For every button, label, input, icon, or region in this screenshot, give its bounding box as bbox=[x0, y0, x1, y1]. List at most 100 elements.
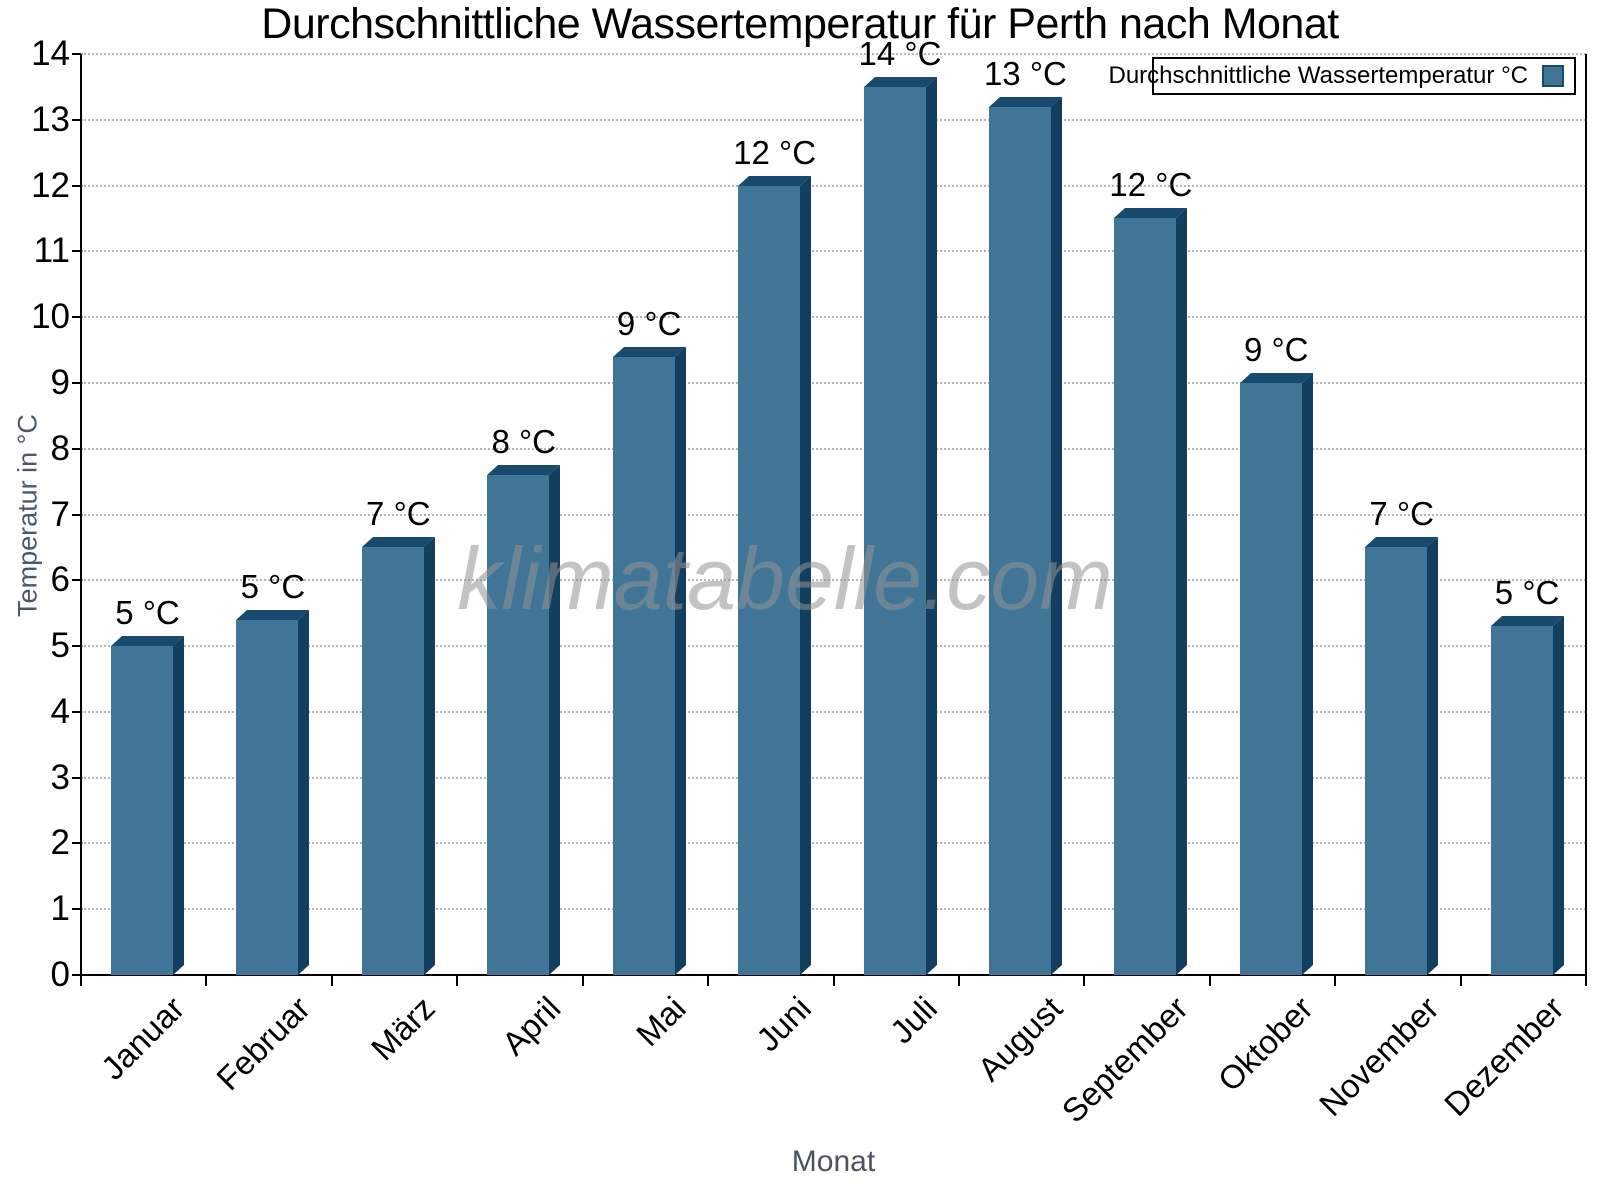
x-axis-tick bbox=[1208, 975, 1211, 986]
legend: Durchschnittliche Wassertemperatur °C bbox=[1108, 57, 1576, 95]
y-axis-tick bbox=[72, 53, 81, 55]
y-tick-label: 4 bbox=[50, 691, 70, 731]
x-tick-label: September bbox=[1054, 989, 1195, 1130]
y-tick-label: 1 bbox=[50, 889, 70, 929]
y-axis-tick bbox=[72, 579, 81, 582]
x-axis-tick bbox=[581, 975, 584, 986]
y-axis-tick bbox=[72, 513, 81, 516]
x-tick-label: Oktober bbox=[1210, 989, 1320, 1099]
x-axis-tick bbox=[330, 975, 333, 986]
bar-side-face bbox=[800, 175, 812, 975]
x-tick-label: Mai bbox=[629, 989, 693, 1054]
y-grid-line bbox=[81, 118, 1586, 121]
x-tick-label: Dezember bbox=[1436, 989, 1571, 1124]
y-grid-line bbox=[81, 842, 1586, 845]
y-grid-line bbox=[81, 447, 1586, 450]
bar-top-face bbox=[612, 346, 686, 357]
x-tick-label: Februar bbox=[208, 989, 317, 1098]
legend-label: Durchschnittliche Wassertemperatur °C bbox=[1108, 62, 1528, 89]
bar-value-label: 8 °C bbox=[491, 423, 557, 461]
y-tick-label: 5 bbox=[50, 626, 70, 666]
bar bbox=[361, 547, 424, 975]
y-axis-tick bbox=[72, 184, 81, 187]
y-axis-tick bbox=[72, 776, 81, 779]
y-grid-line bbox=[81, 381, 1586, 384]
bar bbox=[1365, 547, 1428, 975]
bar-value-label: 13 °C bbox=[983, 54, 1067, 92]
y-axis-tick bbox=[72, 447, 81, 450]
bar-value-label: 5 °C bbox=[240, 567, 306, 605]
bar-value-label: 5 °C bbox=[1494, 574, 1560, 612]
y-grid-line bbox=[81, 776, 1586, 779]
y-grid-line bbox=[81, 710, 1586, 713]
bar-value-label: 7 °C bbox=[366, 495, 431, 533]
bar bbox=[612, 356, 675, 975]
x-tick-label: Juli bbox=[882, 989, 944, 1051]
y-tick-label: 6 bbox=[50, 560, 70, 600]
y-tick-label: 12 bbox=[31, 165, 70, 205]
y-grid-line bbox=[81, 53, 1586, 55]
bar-side-face bbox=[549, 465, 561, 975]
bar-value-label: 12 °C bbox=[1109, 166, 1193, 204]
bar-side-face bbox=[1176, 208, 1188, 975]
y-grid-line bbox=[81, 250, 1586, 253]
y-tick-label: 2 bbox=[50, 823, 70, 863]
bar-side-face bbox=[1301, 372, 1313, 975]
y-tick-label: 8 bbox=[50, 428, 70, 468]
bar-side-face bbox=[1552, 616, 1564, 975]
y-axis-tick bbox=[72, 381, 81, 384]
bar-top-face bbox=[988, 96, 1062, 107]
x-tick-label: April bbox=[494, 989, 568, 1063]
bar-side-face bbox=[298, 609, 310, 975]
bar-side-face bbox=[173, 636, 184, 975]
bar-value-label: 7 °C bbox=[1369, 495, 1434, 533]
x-tick-label: November bbox=[1311, 989, 1446, 1124]
bar-side-face bbox=[423, 537, 435, 975]
x-axis-title: Monat bbox=[791, 1145, 876, 1178]
chart-title: Durchschnittliche Wassertemperatur für P… bbox=[261, 0, 1339, 48]
x-tick-label: März bbox=[363, 989, 443, 1068]
legend-swatch-icon bbox=[1542, 65, 1564, 87]
x-axis-tick bbox=[456, 975, 459, 986]
x-axis-tick bbox=[957, 975, 960, 986]
bar bbox=[988, 106, 1051, 975]
bar bbox=[487, 475, 550, 975]
y-tick-label: 0 bbox=[50, 955, 70, 994]
y-grid-line bbox=[81, 645, 1586, 648]
x-axis-tick bbox=[832, 975, 835, 986]
y-grid-line bbox=[81, 513, 1586, 516]
y-axis-tick bbox=[72, 842, 81, 845]
bar-side-face bbox=[1050, 96, 1062, 975]
bar-value-label: 5 °C bbox=[115, 594, 180, 632]
y-grid-line bbox=[81, 908, 1586, 911]
y-axis-tick bbox=[72, 250, 81, 253]
x-axis-line bbox=[80, 974, 1587, 976]
x-tick-label: August bbox=[970, 989, 1070, 1089]
bar bbox=[1239, 382, 1302, 975]
y-tick-label: 14 bbox=[31, 34, 70, 73]
y-axis-tick bbox=[72, 710, 81, 713]
y-axis-tick bbox=[72, 974, 81, 976]
x-tick-label: Januar bbox=[93, 989, 192, 1087]
x-tick-label: Juni bbox=[749, 989, 819, 1059]
bar-value-label: 9 °C bbox=[616, 304, 682, 342]
y-axis-tick bbox=[72, 316, 81, 319]
y-grid-line bbox=[81, 579, 1586, 582]
bar bbox=[738, 185, 801, 975]
y-tick-label: 9 bbox=[50, 362, 70, 402]
bar bbox=[1490, 626, 1553, 975]
y-tick-label: 3 bbox=[50, 757, 70, 797]
x-axis-tick bbox=[205, 975, 208, 986]
x-axis-tick bbox=[1083, 975, 1086, 986]
x-axis-tick bbox=[1459, 975, 1462, 986]
bar-side-face bbox=[674, 346, 686, 975]
x-axis-tick bbox=[707, 975, 710, 986]
bar-side-face bbox=[925, 76, 937, 975]
right-frame-line bbox=[1585, 54, 1587, 975]
y-axis-tick bbox=[72, 645, 81, 648]
y-tick-label: 13 bbox=[31, 99, 70, 139]
bar-value-label: 12 °C bbox=[733, 133, 817, 171]
y-axis-tick bbox=[72, 118, 81, 121]
bar-value-label: 14 °C bbox=[858, 34, 942, 72]
